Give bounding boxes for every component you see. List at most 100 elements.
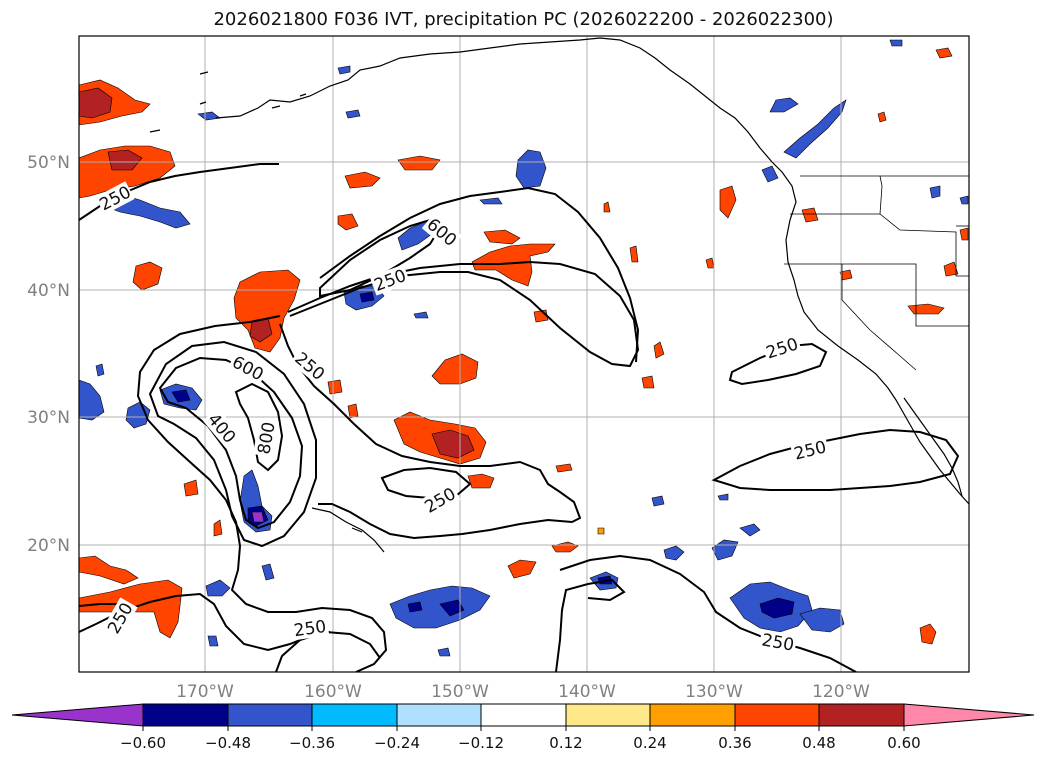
precip-area bbox=[439, 599, 465, 617]
precip-area bbox=[79, 379, 105, 421]
ivt-contour-250-upper bbox=[319, 186, 640, 363]
precip-area bbox=[479, 197, 503, 205]
lon-label: 170°W bbox=[176, 682, 234, 702]
ivt-contour-400 bbox=[148, 340, 317, 548]
precip-area bbox=[344, 171, 381, 189]
precip-area bbox=[919, 623, 937, 645]
ivt-contour-250-south bbox=[559, 554, 857, 672]
precip-area bbox=[719, 185, 737, 219]
ivt-contour-250-outer bbox=[136, 315, 388, 672]
colorbar-segment bbox=[818, 703, 905, 727]
baja-coast bbox=[903, 397, 963, 497]
north-america-west-coast bbox=[771, 161, 969, 505]
ca-nv-diagonal bbox=[841, 264, 917, 371]
colorbar-segment bbox=[227, 703, 313, 727]
lat-label: 30°N bbox=[27, 408, 70, 428]
precip-area bbox=[437, 647, 451, 657]
precip-area bbox=[935, 47, 953, 59]
precip-area bbox=[171, 389, 191, 403]
precip-area bbox=[929, 185, 941, 199]
lon-label: 150°W bbox=[431, 682, 489, 702]
precip-area bbox=[739, 523, 761, 537]
precip-area bbox=[251, 511, 265, 523]
precip-area bbox=[389, 585, 491, 629]
precip-area bbox=[889, 39, 903, 47]
precip-area bbox=[603, 201, 611, 213]
political-borders bbox=[784, 175, 969, 371]
precip-area bbox=[79, 145, 176, 199]
precip-area bbox=[769, 97, 799, 113]
colorbar-tick-label: 0.60 bbox=[887, 734, 920, 752]
precip-area bbox=[337, 65, 351, 75]
precip-area bbox=[261, 563, 275, 581]
precip-area bbox=[107, 149, 143, 171]
colorbar-extend-low bbox=[11, 703, 144, 727]
precip-area bbox=[337, 213, 359, 231]
coastlines bbox=[149, 37, 969, 553]
colorbar-segment bbox=[649, 703, 736, 727]
precip-area bbox=[327, 379, 343, 395]
precip-area bbox=[95, 363, 105, 377]
precip-area bbox=[907, 303, 945, 315]
precip-area bbox=[431, 353, 479, 385]
colorbar-tick-label: 0.48 bbox=[802, 734, 835, 752]
precip-area bbox=[413, 311, 429, 319]
precip-area bbox=[515, 149, 547, 189]
precip-area bbox=[641, 375, 655, 389]
precip-area bbox=[663, 545, 685, 561]
precip-area bbox=[877, 111, 887, 123]
aleutian-islands bbox=[149, 71, 307, 133]
colorbar-extend-high bbox=[903, 703, 1035, 727]
precip-area bbox=[629, 245, 639, 263]
colorbar-tick-label: −0.36 bbox=[289, 734, 335, 752]
colorbar-tick-label: 0.24 bbox=[633, 734, 666, 752]
precip-area bbox=[597, 527, 605, 535]
precip-area bbox=[132, 261, 163, 291]
precip-area bbox=[183, 479, 199, 497]
lat-label: 40°N bbox=[27, 281, 70, 301]
colorbar-tick-label: 0.12 bbox=[549, 734, 582, 752]
precip-area bbox=[653, 341, 665, 359]
graticule bbox=[79, 36, 969, 672]
map-frame bbox=[78, 35, 970, 673]
precip-area bbox=[471, 243, 556, 287]
precip-area bbox=[207, 635, 219, 647]
colorbar-segment bbox=[396, 703, 482, 727]
latitude-labels: 50°N 40°N 30°N 20°N bbox=[27, 153, 70, 556]
lon-label: 160°W bbox=[304, 682, 362, 702]
id-border bbox=[879, 213, 969, 277]
colorbar-tick-label: −0.12 bbox=[458, 734, 504, 752]
precip-area bbox=[783, 99, 847, 159]
precip-area bbox=[759, 597, 795, 619]
lat-label: 50°N bbox=[27, 153, 70, 173]
precip-area bbox=[799, 607, 845, 633]
precip-area bbox=[943, 261, 959, 277]
precip-area bbox=[507, 559, 537, 579]
colorbar-segment bbox=[480, 703, 567, 727]
precip-area bbox=[345, 109, 361, 119]
colorbar-segment bbox=[142, 703, 229, 727]
precip-area bbox=[467, 473, 495, 489]
precip-area bbox=[959, 227, 969, 241]
lat-label: 20°N bbox=[27, 536, 70, 556]
contour-label: 250 bbox=[293, 617, 328, 641]
precip-area bbox=[431, 429, 475, 459]
precip-area bbox=[761, 165, 779, 183]
colorbar-segment bbox=[734, 703, 820, 727]
colorbar-segment bbox=[311, 703, 398, 727]
precip-area bbox=[397, 155, 441, 171]
colorbar-tick-label: −0.24 bbox=[374, 734, 420, 752]
precip-area bbox=[359, 291, 375, 303]
map-title: 2026021800 F036 IVT, precipitation PC (2… bbox=[213, 9, 834, 30]
ivt-contour-250-small bbox=[380, 466, 472, 500]
colorbar-segment bbox=[565, 703, 651, 727]
ivt-contour-250-inner bbox=[279, 323, 582, 540]
colorbar-tick-label: −0.48 bbox=[205, 734, 251, 752]
colorbar-tick-marks bbox=[142, 726, 905, 731]
precip-area bbox=[79, 87, 113, 119]
alaska-coast bbox=[215, 37, 773, 163]
precip-area bbox=[79, 555, 139, 585]
precip-area bbox=[213, 519, 223, 537]
lon-label: 120°W bbox=[812, 682, 870, 702]
precip-area bbox=[205, 579, 231, 597]
